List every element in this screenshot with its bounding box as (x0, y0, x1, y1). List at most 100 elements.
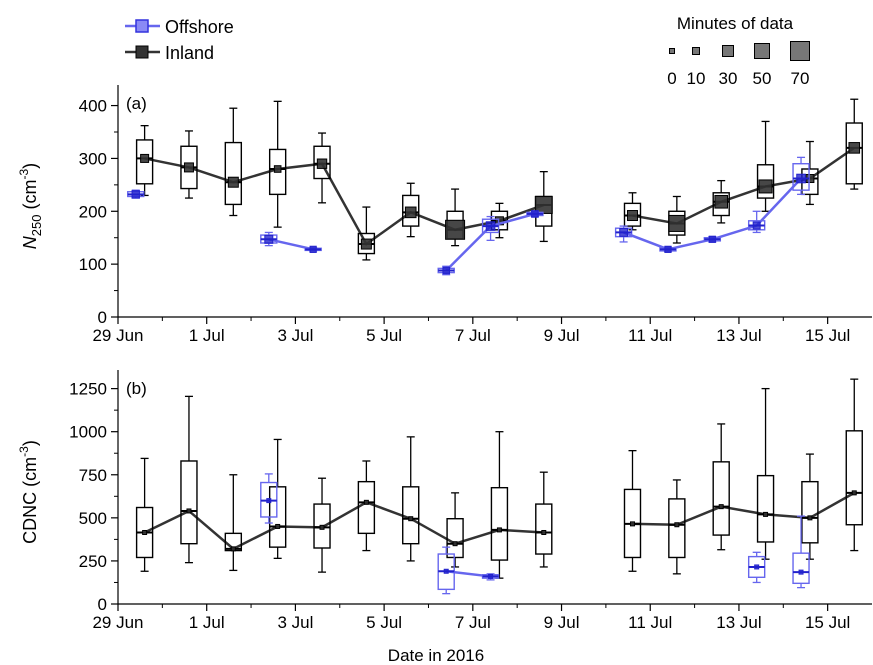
median-marker (798, 569, 804, 575)
box-inland (135, 457, 154, 572)
box-offshore (747, 210, 766, 234)
median-marker (230, 546, 236, 552)
y-tick-label: 300 (79, 149, 107, 168)
legend: Offshore Inland (125, 17, 234, 63)
panel-a: 29 Jun 1 Jul 3 Jul 5 Jul 7 Jul 9 Jul 11 Jul 13 … (17, 85, 872, 345)
box-inland (623, 449, 642, 572)
box-inland (446, 492, 464, 568)
box-iqr (313, 503, 331, 549)
box-inland (845, 378, 863, 552)
median-marker (183, 162, 194, 173)
box-iqr (792, 163, 810, 191)
x-tick-label: 9 Jul (544, 326, 580, 345)
x-tick-label: 29 Jun (92, 326, 143, 345)
box-inland (490, 431, 509, 579)
median-marker (531, 210, 539, 218)
median-marker (227, 176, 239, 188)
box-inland (801, 453, 819, 560)
y-axis-title: N250 (cm-3) (17, 163, 44, 249)
box-iqr (801, 480, 819, 544)
box-offshore (481, 573, 500, 581)
y-tick-label: 0 (98, 595, 107, 614)
minutes-size-label: 50 (753, 69, 772, 88)
box-iqr (446, 518, 464, 559)
box-inland (313, 132, 331, 204)
box-offshore (614, 225, 633, 243)
x-tick-label: 9 Jul (544, 613, 580, 632)
series-line (632, 491, 855, 526)
box-iqr (224, 141, 243, 206)
series-offshore (260, 473, 810, 595)
box-iqr (268, 148, 287, 196)
box-inland (668, 195, 686, 244)
box-offshore (127, 189, 145, 199)
median-marker (668, 214, 686, 232)
median-marker (629, 521, 635, 527)
median-marker (131, 190, 140, 199)
box-inland (180, 130, 198, 199)
box-iqr (668, 498, 686, 559)
box-offshore (437, 546, 455, 595)
median-marker (619, 228, 629, 237)
x-tick-label: 7 Jul (455, 326, 491, 345)
median-marker (752, 221, 761, 230)
series-line (144, 500, 544, 551)
box-offshore (437, 265, 455, 276)
median-marker (445, 219, 466, 240)
median-marker (266, 498, 272, 504)
y-tick-label: 1250 (69, 380, 107, 399)
median-marker (443, 568, 449, 574)
box-inland (268, 100, 287, 228)
median-marker (485, 221, 496, 231)
y-axis-title: CDNC (cm-3) (17, 440, 40, 544)
box-inland (445, 188, 466, 247)
series-line (632, 146, 855, 225)
box-inland (357, 206, 376, 261)
box-offshore (260, 231, 278, 247)
minutes-size-marker (790, 41, 810, 61)
panel-label: (a) (126, 94, 147, 113)
box-iqr (180, 460, 198, 545)
series-inland (135, 378, 863, 579)
x-tick-label: 3 Jul (277, 613, 313, 632)
box-iqr (845, 430, 863, 526)
box-inland (712, 423, 730, 551)
median-marker (708, 235, 716, 243)
legend-inland-label: Inland (165, 43, 214, 63)
median-marker (718, 504, 724, 510)
y-tick-label: 100 (79, 255, 107, 274)
y-tick-label: 750 (79, 466, 107, 485)
x-tick-label: 11 Jul (628, 613, 672, 632)
box-inland (712, 179, 730, 224)
x-tick-label: 5 Jul (366, 326, 402, 345)
minutes-legend-title: Minutes of data (677, 14, 794, 33)
legend-offshore-label: Offshore (165, 17, 234, 37)
median-marker (763, 511, 769, 517)
median-marker (541, 529, 547, 535)
minutes-size-label: 10 (687, 69, 706, 88)
y-tick-label: 1000 (69, 423, 107, 442)
x-tick-label: 5 Jul (366, 613, 402, 632)
median-marker (264, 234, 274, 244)
box-inland (756, 387, 775, 560)
median-marker (363, 499, 369, 505)
box-iqr (357, 480, 376, 535)
box-inland (357, 460, 376, 552)
box-inland (224, 474, 243, 572)
box-offshore (304, 245, 322, 253)
box-iqr (792, 552, 810, 585)
box-iqr (402, 486, 420, 545)
x-tick-label: 15 Jul (805, 326, 850, 345)
median-marker (408, 516, 414, 522)
y-tick-label: 0 (98, 308, 107, 327)
box-inland (756, 120, 775, 212)
median-marker (452, 541, 458, 547)
median-marker (674, 522, 680, 528)
x-tick-label: 3 Jul (277, 326, 313, 345)
box-inland (535, 471, 553, 568)
median-marker (442, 266, 451, 275)
minutes-legend: Minutes of data 0 10 30 50 70 (667, 14, 810, 88)
box-iqr (845, 122, 863, 185)
panel-label: (b) (126, 379, 147, 398)
